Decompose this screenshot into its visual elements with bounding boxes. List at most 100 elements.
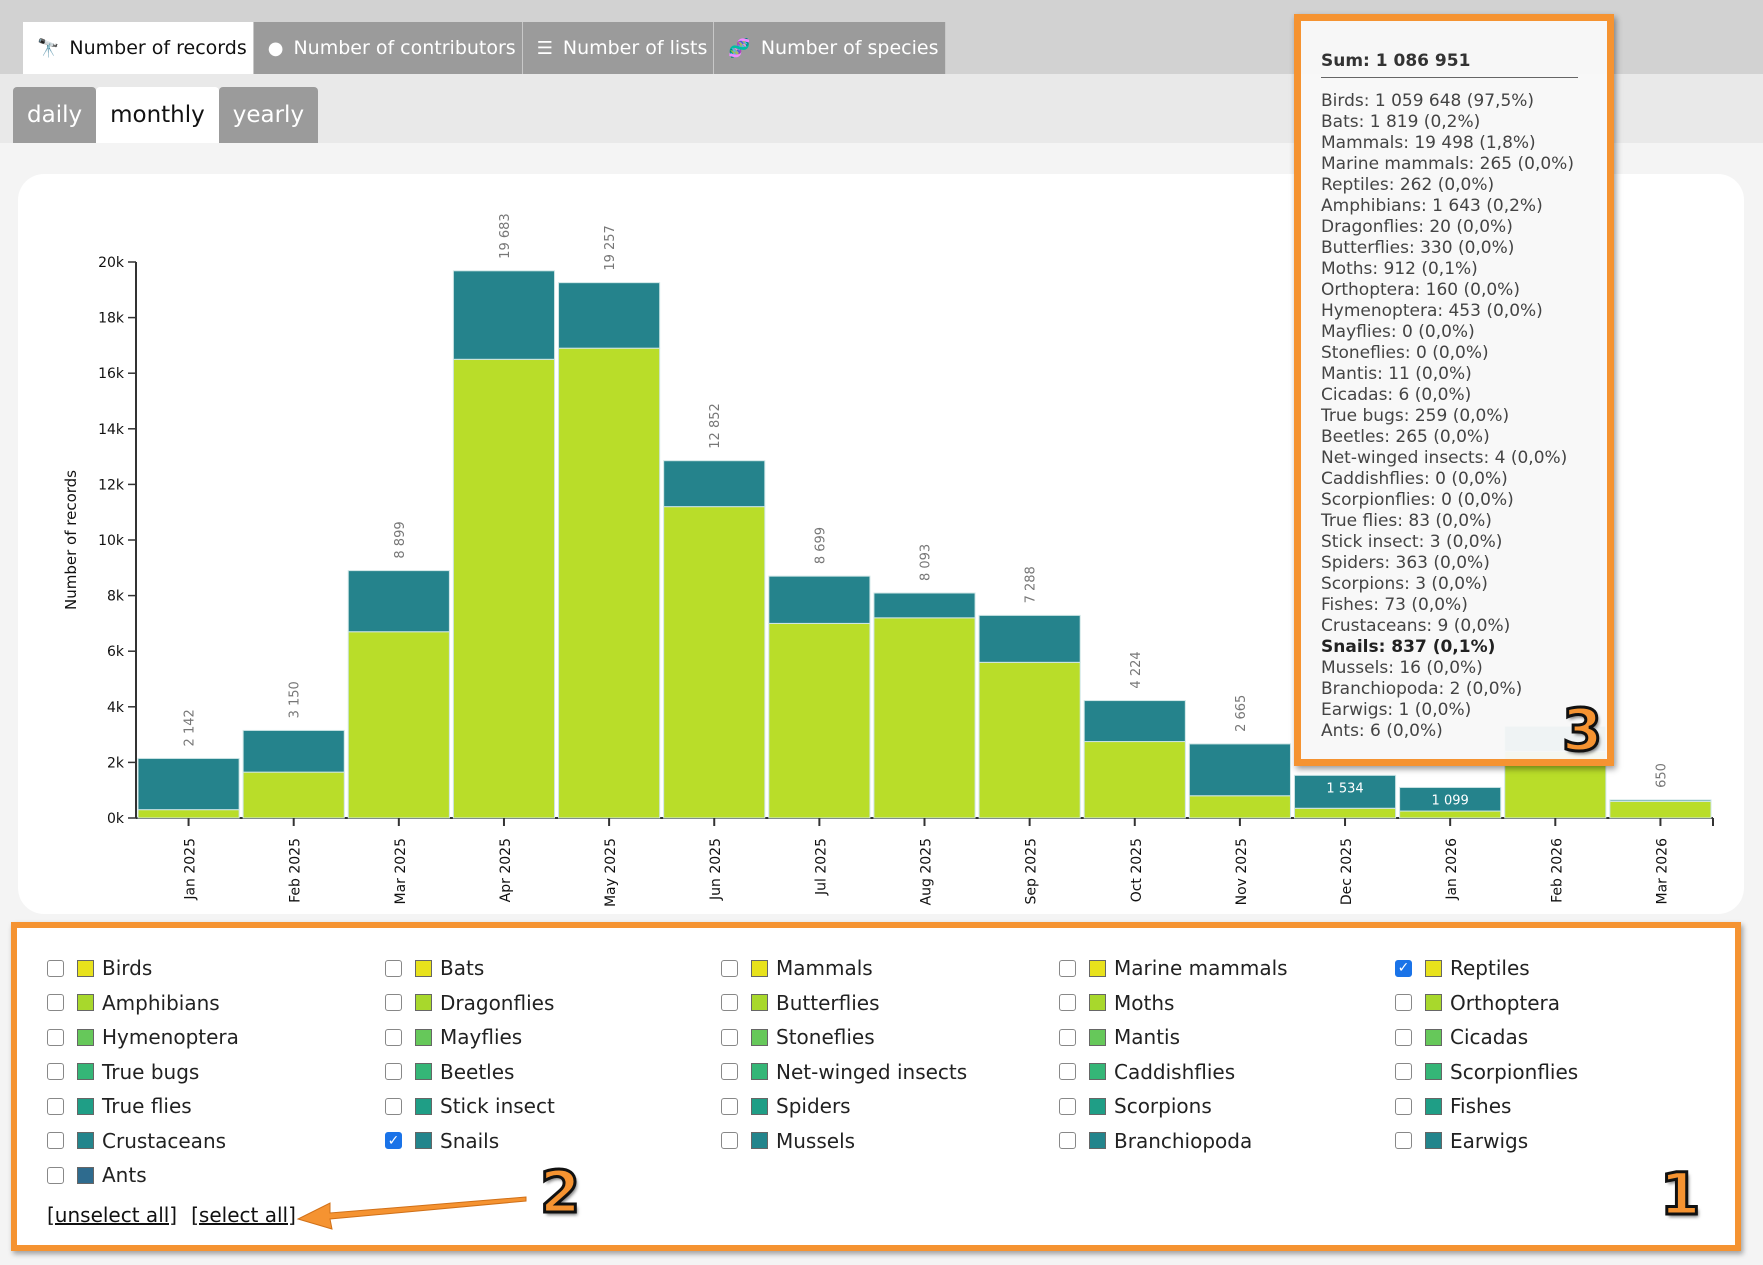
legend-item-snails[interactable]: ✓ Snails xyxy=(385,1129,499,1153)
checkbox[interactable] xyxy=(47,994,64,1011)
checkbox[interactable] xyxy=(385,1028,402,1046)
checkbox[interactable] xyxy=(47,1097,64,1115)
legend-item-fishes[interactable]: Fishes xyxy=(1395,1094,1511,1118)
checkbox[interactable] xyxy=(721,1028,738,1046)
unselect-all-link[interactable]: [unselect all] xyxy=(47,1203,178,1227)
legend-item-moths[interactable]: Moths xyxy=(1059,991,1174,1015)
checkbox[interactable] xyxy=(721,1097,738,1115)
checkbox[interactable] xyxy=(1059,1132,1076,1149)
tab-number-of-contributors[interactable]: ● Number of contributors xyxy=(253,22,523,74)
bar-total-label: 7 288 xyxy=(1024,566,1039,603)
legend-item-reptiles[interactable]: ✓ Reptiles xyxy=(1395,956,1530,980)
legend-item-cicadas[interactable]: Cicadas xyxy=(1395,1025,1528,1049)
bar-segment-snails xyxy=(1293,774,1397,809)
legend-item-mammals[interactable]: Mammals xyxy=(721,956,873,980)
legend-item-mayflies[interactable]: Mayflies xyxy=(385,1025,522,1049)
checkbox[interactable] xyxy=(721,959,738,977)
legend-label: Crustaceans xyxy=(102,1128,227,1153)
tooltip-row: True flies: 83 (0,0%) xyxy=(1321,511,1492,531)
checkbox[interactable] xyxy=(1395,994,1412,1011)
checkbox[interactable] xyxy=(721,1063,738,1080)
checkbox[interactable] xyxy=(47,1063,64,1080)
y-tick-label: 14k xyxy=(98,422,125,438)
legend-label: Caddishflies xyxy=(1114,1059,1236,1084)
bar-total-label: 8 093 xyxy=(919,544,934,581)
legend-item-spiders[interactable]: Spiders xyxy=(721,1094,851,1118)
tab-daily[interactable]: daily xyxy=(13,87,97,143)
checkbox[interactable] xyxy=(47,1028,64,1046)
legend-item-true-bugs[interactable]: True bugs xyxy=(47,1060,199,1084)
tooltip-row: Earwigs: 1 (0,0%) xyxy=(1321,700,1472,720)
color-swatch xyxy=(415,1063,432,1080)
legend-item-beetles[interactable]: Beetles xyxy=(385,1060,514,1084)
legend-item-mantis[interactable]: Mantis xyxy=(1059,1025,1180,1049)
legend-item-amphibians[interactable]: Amphibians xyxy=(47,991,220,1015)
checkbox[interactable] xyxy=(1059,994,1076,1011)
legend-item-marine-mammals[interactable]: Marine mammals xyxy=(1059,956,1288,980)
checkbox[interactable] xyxy=(47,1132,64,1149)
checkbox[interactable] xyxy=(1059,1097,1076,1115)
legend-item-earwigs[interactable]: Earwigs xyxy=(1395,1129,1528,1153)
legend-item-branchiopoda[interactable]: Branchiopoda xyxy=(1059,1129,1252,1153)
legend-item-ants[interactable]: Ants xyxy=(47,1163,147,1187)
checkbox[interactable]: ✓ xyxy=(385,1132,402,1149)
tooltip-row: Scorpionflies: 0 (0,0%) xyxy=(1321,490,1514,510)
legend-label: Marine mammals xyxy=(1114,956,1288,980)
legend-item-butterflies[interactable]: Butterflies xyxy=(721,991,880,1015)
checkbox[interactable] xyxy=(1395,1132,1412,1149)
checkbox[interactable] xyxy=(1395,1028,1412,1046)
color-swatch xyxy=(751,1063,768,1080)
legend-item-crustaceans[interactable]: Crustaceans xyxy=(47,1129,226,1153)
legend-item-net-winged-insects[interactable]: Net-winged insects xyxy=(721,1060,967,1084)
annotation-number-1: 1 xyxy=(1658,1159,1701,1230)
legend-item-scorpions[interactable]: Scorpions xyxy=(1059,1094,1212,1118)
tooltip-row: Marine mammals: 265 (0,0%) xyxy=(1321,154,1574,174)
bar-segment-snails xyxy=(1399,786,1502,812)
checkbox[interactable] xyxy=(1059,1028,1076,1046)
legend-label: True flies xyxy=(102,1094,192,1118)
checkbox[interactable] xyxy=(1395,1097,1412,1115)
checkbox[interactable] xyxy=(385,1097,402,1115)
legend-item-scorpionflies[interactable]: Scorpionflies xyxy=(1395,1060,1578,1084)
legend-item-dragonflies[interactable]: Dragonflies xyxy=(385,991,554,1015)
tab-number-of-records[interactable]: 🔭 Number of records xyxy=(23,22,254,74)
checkbox[interactable] xyxy=(721,1132,738,1149)
checkbox[interactable] xyxy=(721,994,738,1011)
checkbox[interactable] xyxy=(385,994,402,1011)
checkbox[interactable] xyxy=(1059,1063,1076,1080)
checkbox[interactable] xyxy=(1395,1063,1412,1080)
select-all-link[interactable]: [select all] xyxy=(191,1203,296,1227)
checkbox[interactable] xyxy=(47,1166,64,1184)
legend-item-hymenoptera[interactable]: Hymenoptera xyxy=(47,1025,239,1049)
tab-yearly[interactable]: yearly xyxy=(218,87,319,143)
checkbox[interactable] xyxy=(47,959,64,977)
legend-item-true-flies[interactable]: True flies xyxy=(47,1094,192,1118)
checkbox[interactable] xyxy=(385,1063,402,1080)
color-swatch xyxy=(751,1028,768,1046)
x-tick-label: Oct 2025 xyxy=(1129,838,1145,902)
bar-segment-reptiles xyxy=(1399,810,1502,819)
x-tick-label: Jan 2025 xyxy=(183,838,199,901)
bar-total-label: 8 899 xyxy=(393,521,408,558)
tab-monthly[interactable]: monthly xyxy=(96,87,219,143)
y-tick-label: 16k xyxy=(98,366,125,382)
legend-item-stoneflies[interactable]: Stoneflies xyxy=(721,1025,875,1049)
legend-item-stick-insect[interactable]: Stick insect xyxy=(385,1094,555,1118)
tab-number-of-lists[interactable]: ☰ Number of lists xyxy=(522,22,715,74)
checkbox[interactable] xyxy=(1059,959,1076,977)
legend-item-orthoptera[interactable]: Orthoptera xyxy=(1395,991,1560,1015)
legend-item-caddishflies[interactable]: Caddishflies xyxy=(1059,1060,1235,1084)
x-tick-label: Sep 2025 xyxy=(1024,838,1040,904)
legend-label: Spiders xyxy=(776,1094,851,1118)
legend-item-birds[interactable]: Birds xyxy=(47,956,152,980)
tab-number-of-species[interactable]: 🧬 Number of species xyxy=(714,22,946,74)
bar-segment-reptiles xyxy=(452,358,556,819)
tooltip-row: Scorpions: 3 (0,0%) xyxy=(1321,574,1488,594)
tooltip-row: Moths: 912 (0,1%) xyxy=(1321,259,1478,279)
color-swatch xyxy=(415,1028,432,1046)
checkbox[interactable] xyxy=(385,959,402,977)
legend-item-mussels[interactable]: Mussels xyxy=(721,1129,855,1153)
color-swatch xyxy=(1089,1063,1106,1080)
legend-item-bats[interactable]: Bats xyxy=(385,956,484,980)
checkbox[interactable]: ✓ xyxy=(1395,959,1412,977)
